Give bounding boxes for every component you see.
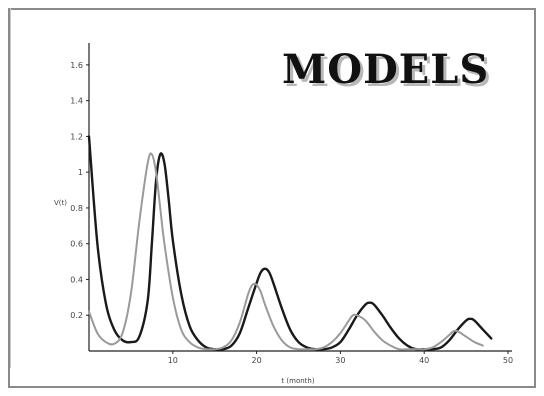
x-tick-label: 10 — [168, 356, 178, 365]
y-axis-label: V(t) — [54, 199, 67, 207]
y-tick-label: 1.6 — [70, 61, 83, 70]
y-tick-label: 0.2 — [70, 311, 83, 320]
slide-inner-line — [10, 8, 11, 368]
chart-ticks: 0.2 0.4 0.6 0.8 1 1.2 1.4 1.6 10 20 30 40 50 — [70, 61, 513, 365]
y-tick-label: 1 — [78, 168, 83, 177]
chart-axes — [88, 43, 512, 352]
y-tick-label: 0.8 — [70, 204, 83, 213]
slide-title: MODELS — [282, 46, 490, 93]
chart-series — [87, 135, 493, 351]
x-axis-label: t (month) — [281, 377, 314, 385]
x-tick-label: 50 — [503, 356, 513, 365]
series-line-1 — [87, 135, 493, 351]
x-tick-label: 40 — [419, 356, 429, 365]
y-tick-label: 0.4 — [70, 275, 83, 284]
x-tick-label: 30 — [335, 356, 345, 365]
y-tick-label: 1.2 — [70, 132, 83, 141]
y-tick-label: 1.4 — [70, 97, 83, 106]
y-tick-label: 0.6 — [70, 240, 83, 249]
series-line-2 — [88, 152, 484, 351]
x-tick-label: 20 — [252, 356, 262, 365]
